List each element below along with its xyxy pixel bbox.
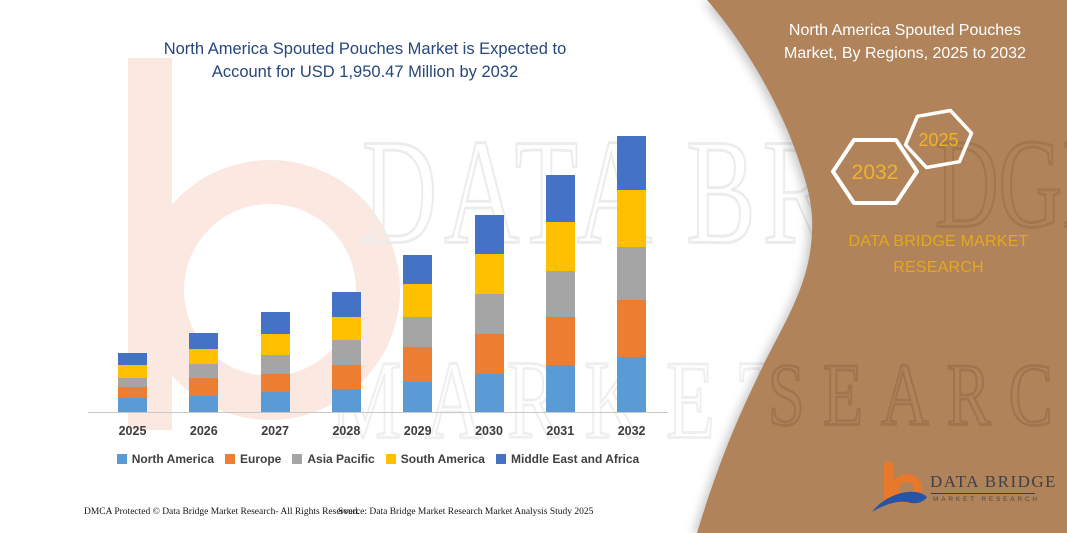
stacked-bar-2029 [403,255,433,412]
segment-2031-north-america [545,365,575,412]
dbmr-logo-divider [931,493,1035,494]
segment-2030-north-america [474,373,504,412]
segment-2032-europe [617,300,647,357]
segment-2029-asia-pacific [403,317,433,347]
plot-area [88,120,668,413]
year-hexagons: 2032 2025 [831,108,974,205]
chart-title-line1: North America Spouted Pouches Market is … [163,40,567,58]
segment-2025-middle-east-and-africa [118,352,147,365]
stacked-bar-2031 [545,174,575,412]
dbmr-logo-swoosh-icon [872,491,927,512]
segment-2032-asia-pacific [617,246,647,300]
footer-source: Source: Data Bridge Market Research Mark… [338,507,594,517]
segment-2026-north-america [189,396,219,412]
chart-title: North America Spouted Pouches Market is … [95,38,635,84]
segment-2027-europe [260,374,290,392]
panel-title-line1: North America Spouted Pouches [788,22,1022,39]
hexagon-2025 [903,108,974,170]
segment-2027-middle-east-and-africa [260,312,290,335]
legend-label: Asia Pacific [307,452,375,466]
legend-label: Europe [240,452,282,466]
x-axis-label-2027: 2027 [261,424,289,438]
legend-label: Middle East and Africa [510,452,640,466]
segment-2032-south-america [617,189,647,247]
x-axis-label-2031: 2031 [546,424,575,438]
footer-copyright: DMCA Protected © Data Bridge Market Rese… [84,507,360,517]
segment-2025-asia-pacific [118,377,147,387]
panel-title: North America Spouted Pouches Market, By… [744,20,1066,65]
segment-2028-asia-pacific [331,340,361,366]
stacked-bar-2027 [260,312,290,412]
segment-2028-south-america [331,317,361,341]
segment-2030-europe [474,333,504,374]
segment-2029-south-america [403,284,433,317]
legend-item-south-america: South America [385,452,485,466]
segment-2030-south-america [474,253,504,294]
x-axis-label-2030: 2030 [475,424,503,438]
legend-swatch-icon [225,454,236,464]
segment-2027-asia-pacific [260,355,290,374]
x-axis-line [88,412,668,413]
dbmr-logo-b-stem [884,462,893,501]
chart-title-line2: Account for USD 1,950.47 Million by 2032 [211,63,519,81]
segment-2031-europe [545,317,575,365]
segment-2027-south-america [260,334,290,355]
panel-title-line2: Market, By Regions, 2025 to 2032 [784,44,1026,62]
stacked-bar-2030 [474,214,504,412]
segment-2026-south-america [189,349,219,364]
segment-2026-middle-east-and-africa [189,333,219,349]
stacked-bar-2025 [118,352,147,412]
segment-2029-north-america [403,382,433,412]
chart-legend: North America Europe Asia Pacific South Ame… [88,452,668,466]
stacked-bar-2032 [617,136,647,412]
stacked-bar-2026 [189,333,219,412]
segment-2028-middle-east-and-africa [331,292,361,318]
legend-item-asia-pacific: Asia Pacific [292,452,375,466]
x-axis-label-2032: 2032 [617,424,646,438]
legend-label: South America [400,452,485,466]
segment-2032-middle-east-and-africa [617,136,647,190]
x-axis-label-2028: 2028 [332,424,361,438]
segment-2031-asia-pacific [545,271,575,317]
hexagon-2025-label: 2025 [918,130,958,150]
segment-2029-europe [403,347,433,382]
legend-label: North America [131,452,215,466]
legend-swatch-icon [495,454,506,464]
segment-2027-north-america [260,392,290,412]
segment-2028-europe [331,365,361,389]
hexagon-2032 [831,138,919,205]
segment-2030-middle-east-and-africa [474,214,504,254]
segment-2026-asia-pacific [189,364,219,378]
segment-2030-asia-pacific [474,293,504,334]
x-axis-label-2026: 2026 [189,424,218,438]
legend-item-north-america: North America [116,452,215,466]
stacked-bar-2028 [331,292,361,412]
x-axis-labels: 2025 2026 2027 2028 2029 2030 2031 2032 [88,424,668,442]
segment-2026-europe [189,378,219,396]
segment-2031-middle-east-and-africa [545,174,575,222]
dbmr-logo-subtitle: MARKET RESEARCH [933,496,1040,503]
legend-item-europe: Europe [225,452,281,466]
x-axis-label-2025: 2025 [118,424,147,438]
segment-2028-north-america [331,388,361,412]
panel-brand-text: DATA BRIDGE MARKET RESEARCH [848,233,1029,276]
legend-swatch-icon [292,454,303,464]
segment-2025-europe [118,387,147,398]
segment-2031-south-america [545,222,575,271]
segment-2025-south-america [118,364,147,378]
legend-swatch-icon [385,454,396,464]
segment-2032-north-america [617,357,647,412]
legend-item-middle-east-and-africa: Middle East and Africa [495,452,640,466]
hexagon-2032-label: 2032 [852,161,899,184]
segment-2029-middle-east-and-africa [403,255,433,284]
segment-2025-north-america [118,398,147,412]
dbmr-logo-name: DATA BRIDGE [930,472,1058,491]
x-axis-label-2029: 2029 [403,424,432,438]
legend-swatch-icon [116,454,127,464]
